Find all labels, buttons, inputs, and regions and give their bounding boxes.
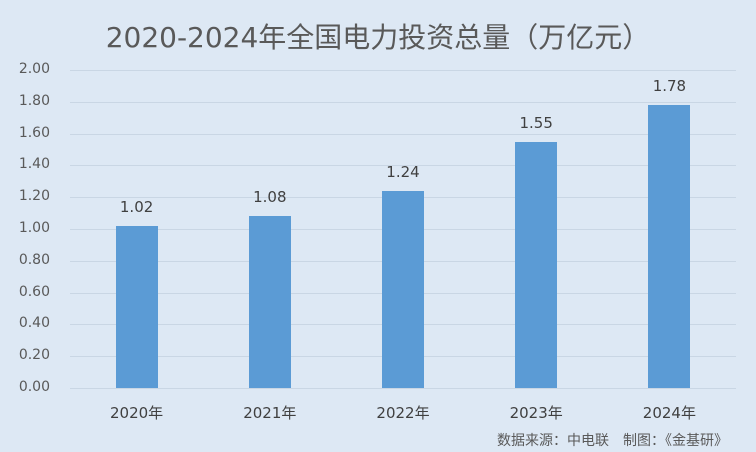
gridline (70, 101, 736, 103)
bar-2023年 (515, 141, 558, 388)
value-label: 1.55 (519, 113, 553, 132)
chart-title: 2020-2024年全国电力投资总量（万亿元） (105, 21, 651, 54)
y-tick-label: 0.40 (18, 315, 50, 332)
y-tick-label: 1.20 (18, 188, 50, 205)
x-tick-label: 2020年 (110, 404, 164, 422)
y-tick-label: 2.00 (18, 61, 50, 77)
x-tick-label: 2021年 (243, 404, 297, 422)
y-tick-label: 0.80 (18, 251, 50, 268)
x-tick-label: 2022年 (376, 404, 430, 422)
bar-2021年 (248, 216, 291, 388)
source-note: 数据来源：中电联 制图：《金基研》 (497, 433, 728, 449)
x-tick-label: 2024年 (642, 404, 696, 422)
value-label: 1.02 (119, 197, 154, 216)
y-tick-label: 1.80 (18, 92, 50, 109)
gridline (70, 388, 736, 389)
y-tick-label: 1.40 (18, 156, 50, 173)
y-tick-label: 1.00 (18, 220, 50, 236)
value-label: 1.24 (386, 162, 420, 181)
y-tick-label: 0.20 (18, 347, 50, 364)
value-label: 1.08 (253, 188, 287, 207)
bar-2022年 (382, 190, 424, 388)
y-tick-label: 0.00 (18, 379, 50, 395)
y-tick-label: 1.60 (18, 124, 50, 141)
value-label: 1.78 (652, 76, 687, 95)
bar-2020年 (115, 225, 158, 388)
gridline (70, 70, 736, 71)
y-tick-label: 0.60 (18, 283, 50, 300)
bar-2024年 (648, 104, 691, 388)
gridline (70, 133, 736, 135)
gridline (70, 165, 736, 167)
x-tick-label: 2023年 (509, 404, 563, 422)
